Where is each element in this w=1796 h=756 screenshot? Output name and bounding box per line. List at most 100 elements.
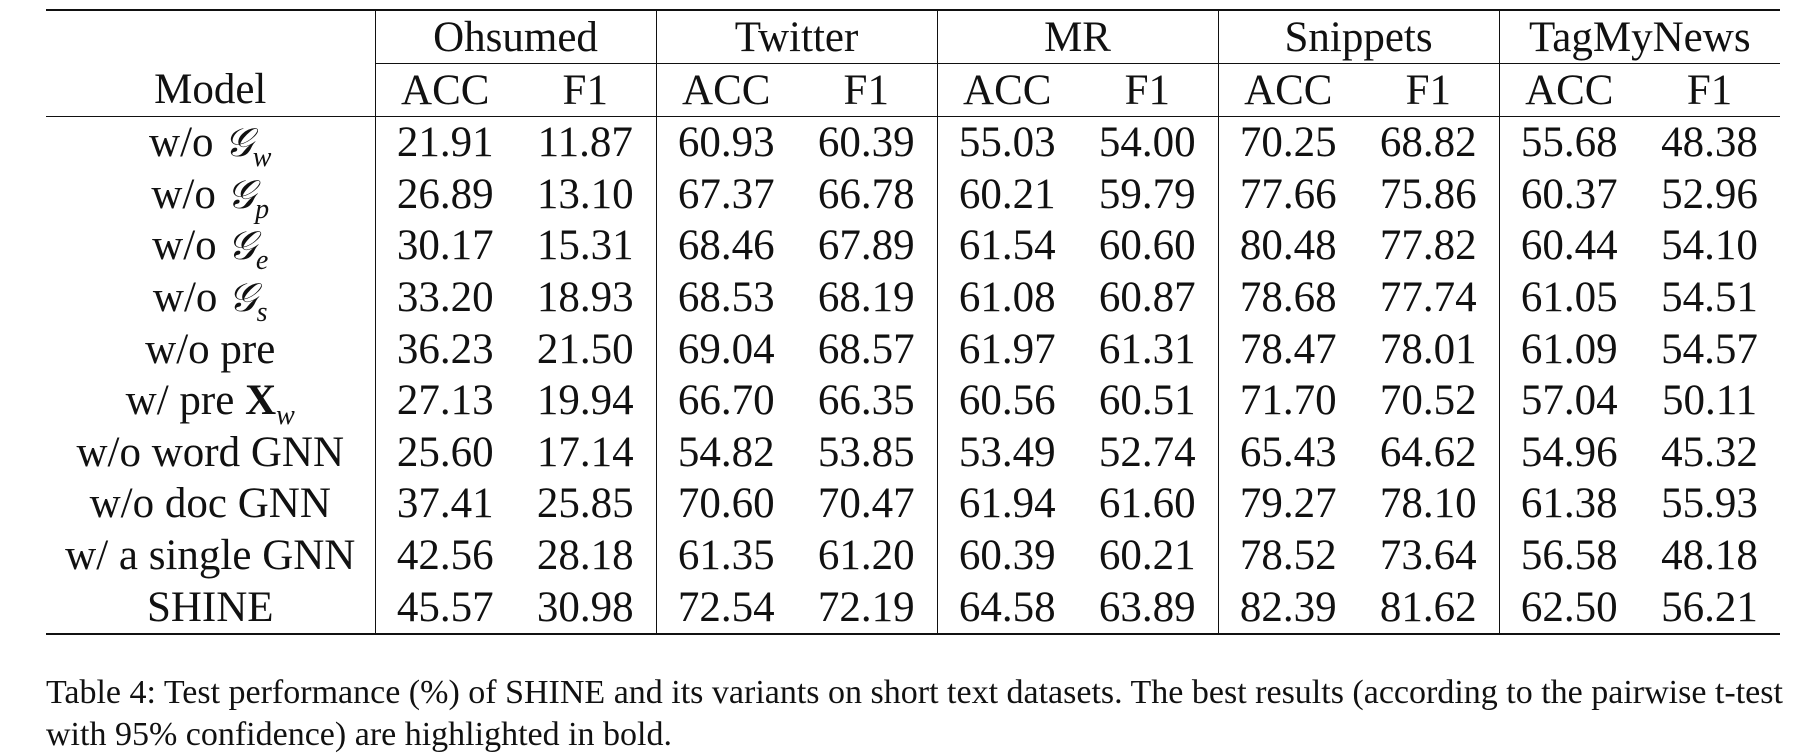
model-name: w/o doc GNN (89, 480, 331, 528)
model-name-prefix: w/o (152, 274, 218, 322)
table-cell: 56.21 (1639, 581, 1781, 635)
table-cell: 68.53 (677, 274, 775, 322)
table-cell: 66.70 (677, 377, 775, 425)
table-cell: 64.58 (937, 581, 1078, 635)
results-body: w/o 𝒢w 21.91 11.87 60.93 60.39 55.03 54.00 70.2… (46, 116, 1781, 635)
table-cell: 61.97 (958, 325, 1056, 373)
model-name: w/ a single GNN (65, 532, 356, 580)
table-row: SHINE 45.57 30.98 72.54 72.19 64.58 63.89 82.39… (46, 581, 1781, 635)
model-name-cell: SHINE (46, 581, 376, 635)
model-name-prefix: w/o (149, 119, 214, 167)
table-row: w/o doc GNN 37.41 25.85 70.60 70.47 61.94 61.6… (46, 478, 1780, 530)
table-cell: 19.94 (515, 374, 657, 427)
metric-header-f1: F1 (796, 63, 938, 117)
model-math-symbol: 𝒢 (228, 275, 257, 322)
table-cell: 70.60 (677, 480, 775, 528)
table-cell: 26.89 (396, 170, 494, 218)
model-name-cell: w/o pre (46, 323, 376, 375)
model-header: Model (46, 63, 376, 117)
table-cell: 63.89 (1077, 581, 1219, 635)
table-cell: 60.93 (677, 119, 775, 167)
table-cell: 67.37 (677, 170, 775, 218)
table-cell: 65.43 (1239, 428, 1337, 476)
table-cell: 72.19 (796, 581, 938, 635)
table-cell: 77.74 (1358, 271, 1500, 324)
table-row: w/o 𝒢s 33.20 18.93 68.53 68.19 61.08 60.87 78.6… (46, 271, 1780, 327)
table-cell: 61.09 (1520, 325, 1618, 373)
table-cell: 60.39 (958, 532, 1056, 580)
table-cell: 61.08 (958, 274, 1056, 322)
table-cell: 25.85 (515, 478, 657, 530)
table-cell: 70.47 (796, 478, 938, 530)
table-cell: 73.64 (1358, 529, 1500, 582)
table-cell: 70.52 (1358, 374, 1500, 427)
table-cell: 11.87 (515, 116, 657, 169)
table-row: w/o pre 36.23 21.50 69.04 68.57 61.97 61.31 78.… (46, 323, 1780, 375)
table-cell: 72.54 (656, 581, 797, 635)
table-cell: 68.82 (1358, 116, 1500, 169)
metric-header-f1: F1 (1358, 63, 1500, 117)
table-cell: 21.91 (396, 119, 494, 167)
table-cell: 55.68 (1520, 119, 1618, 167)
table-cell: 81.62 (1358, 581, 1500, 635)
model-name: w/o word GNN (76, 428, 345, 476)
model-name-prefix: w/o (152, 222, 217, 270)
model-name-cell: w/o 𝒢p (46, 168, 376, 223)
table-cell: 68.46 (677, 222, 775, 270)
table-cell: 77.66 (1239, 170, 1337, 218)
table-cell: 54.10 (1661, 222, 1758, 270)
table-cell: 61.35 (677, 532, 775, 580)
metric-header-acc: ACC (656, 63, 797, 117)
model-math-subscript: s (256, 297, 268, 329)
model-name-cell: w/ a single GNN (46, 529, 376, 582)
table-cell: 18.93 (515, 271, 657, 324)
metric-header-f1: F1 (1077, 63, 1219, 117)
model-name-cell: w/o doc GNN (46, 478, 376, 530)
table-cell: 21.50 (515, 323, 657, 375)
table-cell: 80.48 (1239, 222, 1337, 270)
blank-header-cell (46, 9, 376, 64)
table-cell: 61.94 (958, 480, 1056, 528)
table-row: w/o 𝒢w 21.91 11.87 60.93 60.39 55.03 54.00 70.2… (46, 116, 1780, 172)
table-cell: 64.62 (1358, 426, 1500, 479)
model-name: w/o pre (145, 325, 276, 373)
table-cell: 27.13 (396, 377, 494, 425)
table-cell: 54.57 (1661, 325, 1758, 373)
table-cell: 78.68 (1239, 274, 1337, 322)
table-cell: 50.11 (1661, 377, 1758, 425)
table-cell: 61.38 (1520, 480, 1618, 528)
table-cell: 68.57 (796, 323, 938, 375)
dataset-header-tagmynews: TagMyNews (1499, 9, 1781, 64)
table-cell: 45.57 (375, 581, 515, 635)
model-math-symbol: 𝒢 (227, 223, 256, 270)
dataset-header-twitter: Twitter (656, 9, 938, 64)
table-cell: 61.20 (796, 529, 938, 582)
table-cell: 57.04 (1520, 377, 1618, 425)
table-cell: 15.31 (515, 220, 657, 272)
table-cell: 54.00 (1077, 116, 1219, 169)
table-cell: 61.31 (1077, 323, 1219, 375)
metric-header-acc: ACC (375, 63, 515, 117)
table-cell: 60.21 (958, 170, 1056, 218)
table-cell: 54.51 (1661, 274, 1758, 322)
table-cell: 13.10 (515, 168, 657, 221)
table-cell: 25.60 (396, 428, 494, 476)
model-name-cell: w/ pre Xw (46, 374, 376, 430)
table-cell: 70.25 (1239, 119, 1337, 167)
table-cell: 53.85 (796, 426, 938, 479)
table-cell: 60.87 (1077, 271, 1219, 324)
table-cell: 55.03 (958, 119, 1056, 167)
table-cell: 52.74 (1077, 426, 1219, 479)
table-cell: 79.27 (1239, 480, 1337, 528)
table-row: w/o 𝒢p 26.89 13.10 67.37 66.78 60.21 59.79 77.6… (46, 168, 1780, 223)
model-math-symbol: 𝒢 (224, 120, 253, 167)
metric-header-f1: F1 (515, 63, 657, 117)
table-cell: 28.18 (515, 529, 657, 582)
dataset-header-mr: MR (937, 9, 1219, 64)
model-name: SHINE (146, 583, 274, 631)
model-name-cell: w/o 𝒢s (46, 271, 376, 327)
model-math-subscript: p (255, 193, 270, 225)
table-cell: 30.98 (515, 581, 657, 635)
table-cell: 78.47 (1239, 325, 1337, 373)
